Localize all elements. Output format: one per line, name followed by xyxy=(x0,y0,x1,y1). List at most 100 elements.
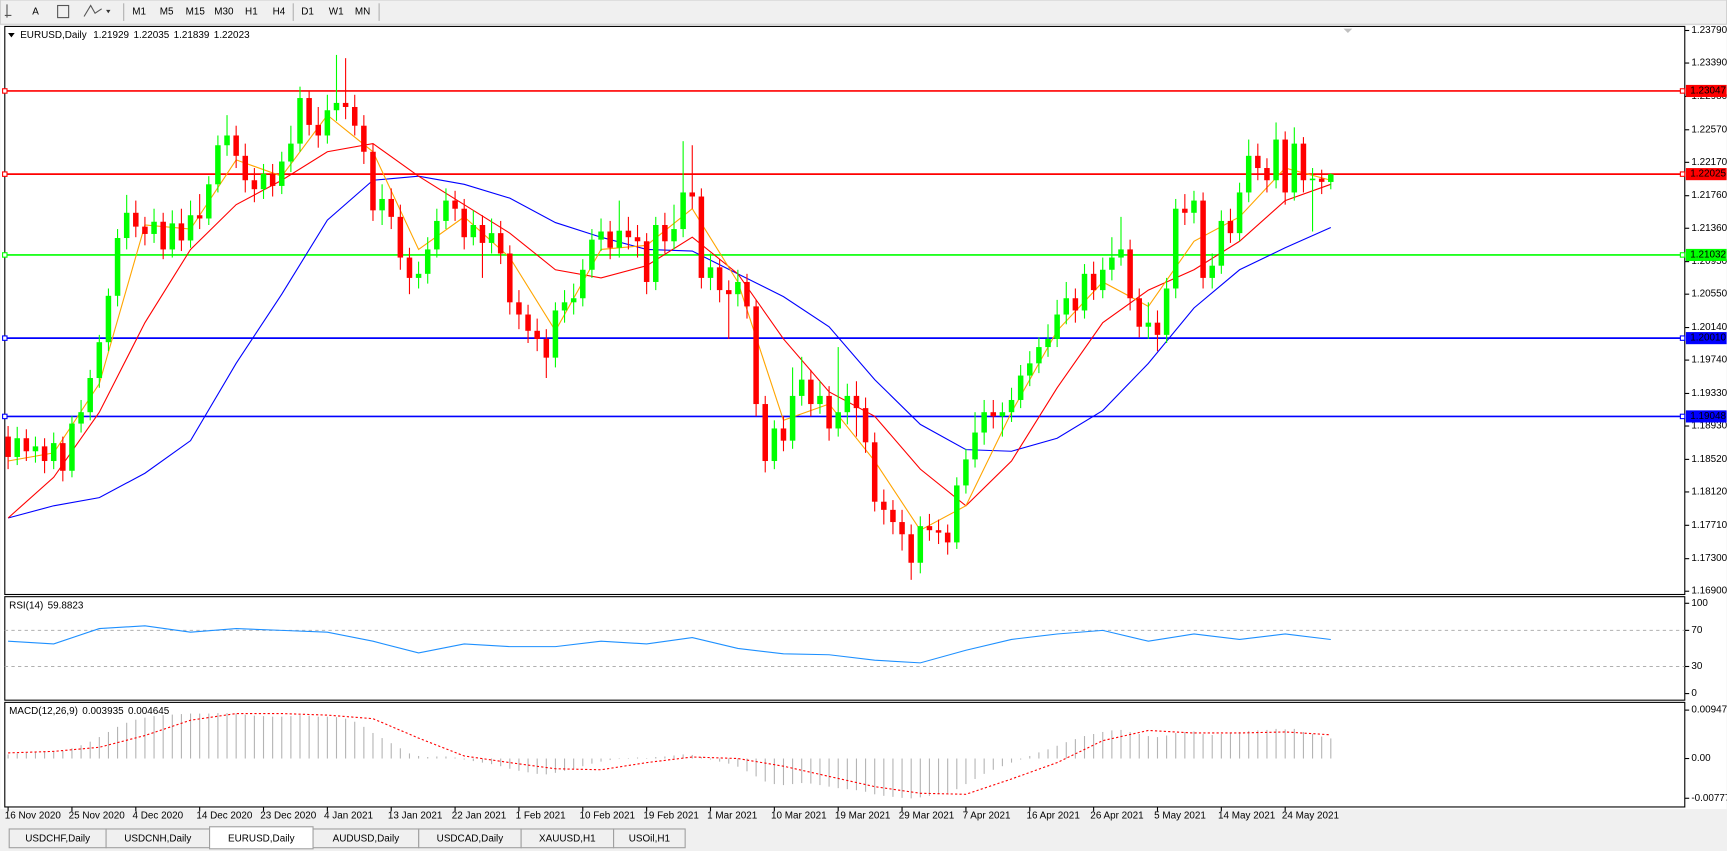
timeframe-button[interactable]: H4 xyxy=(273,7,286,18)
candle-body xyxy=(160,221,166,250)
toolbar xyxy=(0,0,1727,25)
y-tick-label: 1.18520 xyxy=(1691,454,1727,465)
level-marker xyxy=(1679,252,1686,258)
tab-label[interactable]: USOil,H1 xyxy=(629,833,671,844)
x-tick-label: 29 Mar 2021 xyxy=(899,810,955,821)
candle-body xyxy=(561,302,568,311)
candle-body xyxy=(424,249,431,274)
candle-body xyxy=(817,395,823,405)
rsi-value: 59.8823 xyxy=(48,600,84,611)
candle-body xyxy=(415,273,422,278)
timeframe-button[interactable]: M5 xyxy=(160,7,174,18)
tab[interactable] xyxy=(613,828,686,849)
timeframe-button[interactable]: W1 xyxy=(329,7,344,18)
x-tick-label: 10 Feb 2021 xyxy=(579,810,635,821)
candle-body xyxy=(351,106,358,126)
y-tick-label: 1.23790 xyxy=(1691,25,1727,36)
level-marker xyxy=(2,335,8,341)
y-tick-label: 1.19740 xyxy=(1691,355,1727,366)
candle-body xyxy=(881,501,887,510)
candle-body xyxy=(543,338,550,358)
level-marker xyxy=(1679,88,1686,94)
candle-body xyxy=(935,530,942,533)
candle-body xyxy=(744,281,750,307)
candle-body xyxy=(14,438,20,457)
candle-body xyxy=(1191,200,1197,213)
candle-body xyxy=(1218,220,1225,266)
candle-body xyxy=(1045,338,1051,348)
level-marker xyxy=(1679,171,1686,177)
candle-body xyxy=(1255,155,1261,169)
candle-body xyxy=(926,526,933,531)
timeframe-button[interactable]: M1 xyxy=(132,7,146,18)
candle-body xyxy=(133,212,139,227)
macd-title: MACD(12,26,9) 0.003935 0.004645 xyxy=(9,706,170,717)
collapse-arrow xyxy=(8,33,15,38)
level-price-label: 1.23047 xyxy=(1690,85,1726,96)
x-tick-label: 14 Dec 2020 xyxy=(196,810,253,821)
candle-body xyxy=(69,423,75,471)
candle-body xyxy=(552,310,559,358)
candle-body xyxy=(625,230,632,238)
candle-body xyxy=(461,208,467,238)
x-tick-label: 19 Mar 2021 xyxy=(835,810,891,821)
candle-body xyxy=(634,237,641,242)
candle-body xyxy=(1282,139,1288,193)
x-tick-label: 7 Apr 2021 xyxy=(963,810,1011,821)
candle-body xyxy=(1209,265,1215,278)
tab-label[interactable]: USDCHF,Daily xyxy=(25,833,90,844)
indicator-line xyxy=(7,114,1331,531)
candle-body xyxy=(388,198,394,217)
level-price-label: 1.22025 xyxy=(1690,169,1726,180)
candle-body xyxy=(789,395,796,441)
main-title: EURUSD,Daily 1.21929 1.22035 1.21839 1.22023 xyxy=(20,30,250,41)
candle-body xyxy=(78,412,84,424)
level-price-box xyxy=(1685,168,1727,181)
tab-label[interactable]: AUDUSD,Daily xyxy=(333,833,400,844)
candle-body xyxy=(1245,155,1252,193)
x-tick-label: 4 Dec 2020 xyxy=(133,810,184,821)
tab-label[interactable]: USDCNH,Daily xyxy=(124,833,191,844)
candle-body xyxy=(589,239,595,270)
x-tick-label: 13 Jan 2021 xyxy=(388,810,443,821)
candle-body xyxy=(324,110,331,136)
candle-body xyxy=(716,267,723,291)
tab-label[interactable]: EURUSD,Daily xyxy=(228,833,295,844)
candle-body xyxy=(890,509,896,523)
crosshair-icon[interactable] xyxy=(4,4,12,18)
candle-body xyxy=(598,231,604,240)
low-value: 1.21839 xyxy=(174,30,210,41)
y-tick-label: 1.19330 xyxy=(1691,388,1727,399)
candle-body xyxy=(333,102,340,111)
x-tick-label: 23 Dec 2020 xyxy=(260,810,317,821)
candle-body xyxy=(1008,399,1015,413)
x-tick-label: 1 Mar 2021 xyxy=(707,810,758,821)
candle-body xyxy=(23,438,30,452)
shapes-tool-icon[interactable] xyxy=(83,4,102,17)
level-price-box xyxy=(1685,332,1727,345)
candle-body xyxy=(1154,322,1161,335)
timeframe-button[interactable]: D1 xyxy=(301,7,314,18)
y-tick-label: 1.23390 xyxy=(1691,58,1727,69)
x-tick-label: 26 Apr 2021 xyxy=(1090,810,1144,821)
timeframe-button[interactable]: MN xyxy=(355,7,370,18)
tab-label[interactable]: USDCAD,Daily xyxy=(437,833,504,844)
y-tick-label: 1.20550 xyxy=(1691,289,1727,300)
candle-body xyxy=(835,412,841,429)
candle-body xyxy=(169,223,176,250)
timeframe-button[interactable]: M30 xyxy=(214,7,234,18)
level-price-box xyxy=(1685,410,1727,423)
tab-label[interactable]: XAUUSD,H1 xyxy=(539,833,596,844)
candle-body xyxy=(725,290,732,295)
timeframe-button[interactable]: H1 xyxy=(245,7,258,18)
text-tool-icon[interactable]: A xyxy=(32,7,39,18)
candle-body xyxy=(1136,298,1142,327)
candle-body xyxy=(370,151,376,211)
x-tick-label: 4 Jan 2021 xyxy=(324,810,373,821)
dropdown-arrow[interactable] xyxy=(106,9,111,14)
label-tool-icon[interactable] xyxy=(57,4,70,19)
timeframe-button[interactable]: M15 xyxy=(186,7,206,18)
candle-body xyxy=(1291,143,1298,193)
candle-body xyxy=(607,231,613,248)
